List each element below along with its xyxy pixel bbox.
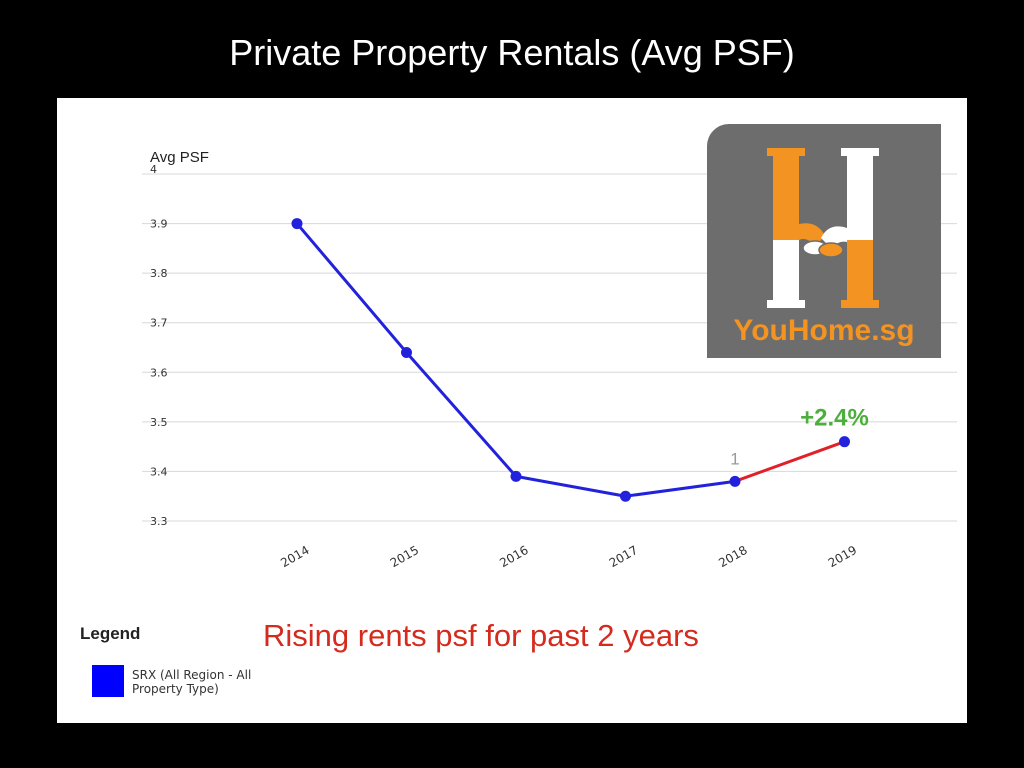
slide-caption: Rising rents psf for past 2 years [263,618,699,653]
y-tick-label: 4 [150,163,157,176]
point-annotation: 1 [730,449,739,468]
y-tick-label: 3.9 [150,218,168,231]
x-tick-label: 2015 [388,543,421,570]
y-tick-label: 3.6 [150,366,168,379]
y-tick-label: 3.7 [150,317,168,330]
legend-title: Legend [80,624,141,643]
series-segment [295,222,408,354]
y-tick-label: 3.4 [150,465,168,478]
slide-title: Private Property Rentals (Avg PSF) [229,32,795,73]
handshake-house-icon [767,148,879,308]
x-tick-label: 2017 [607,543,640,570]
x-tick-label: 2014 [278,543,311,570]
legend-item-label: SRX (All Region - All Property Type) [132,668,252,696]
x-tick-label: 2018 [716,543,749,570]
y-tick-label: 3.5 [150,416,168,429]
y-tick-label: 3.3 [150,515,168,528]
chart-frame: Avg PSF 3.3 3.4 3.5 3.6 3.7 3.8 3.9 4 2014 2015 201… [57,98,967,723]
grid-layer [142,173,957,522]
series-segment [624,479,737,498]
line-chart: Avg PSF 3.3 3.4 3.5 3.6 3.7 3.8 3.9 4 2014 2015 201… [142,149,957,570]
change-annotation: +2.4% [800,405,869,432]
y-axis-label: Avg PSF [150,149,209,166]
x-tick-label: 2016 [497,543,530,570]
data-point [729,475,741,487]
youhome-logo: YouHome.sg [707,124,941,358]
series-segment [733,440,846,483]
line-layer [295,222,846,498]
data-point [510,470,522,482]
data-point [839,436,850,448]
data-point [401,346,412,358]
x-tick-label: 2019 [826,543,859,570]
data-point [620,490,631,502]
point-layer [291,218,850,502]
data-point [291,218,303,230]
legend-swatch [92,665,124,697]
series-segment [514,474,627,498]
logo-text: YouHome.sg [733,314,915,347]
y-tick-label: 3.8 [150,267,168,280]
series-segment [405,350,518,478]
